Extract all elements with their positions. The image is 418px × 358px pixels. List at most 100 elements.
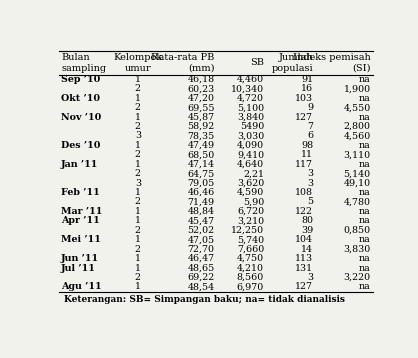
Text: 3,110: 3,110	[344, 150, 371, 159]
Text: 103: 103	[295, 94, 313, 103]
Text: 3: 3	[307, 273, 313, 282]
Text: na: na	[359, 254, 371, 263]
Text: 2: 2	[135, 122, 141, 131]
Text: Apr ’11: Apr ’11	[61, 216, 100, 225]
Text: Sep ’10: Sep ’10	[61, 75, 100, 84]
Text: 47,49: 47,49	[188, 141, 214, 150]
Text: 3: 3	[135, 131, 141, 140]
Text: 80: 80	[301, 216, 313, 225]
Text: 113: 113	[295, 254, 313, 263]
Text: 47,05: 47,05	[188, 235, 214, 244]
Text: 5490: 5490	[240, 122, 264, 131]
Text: 1: 1	[135, 94, 141, 103]
Text: 6,970: 6,970	[237, 282, 264, 291]
Text: Rata-rata PB
(mm): Rata-rata PB (mm)	[151, 53, 214, 73]
Text: 64,75: 64,75	[187, 169, 214, 178]
Text: 4,550: 4,550	[344, 103, 371, 112]
Text: 4,780: 4,780	[344, 198, 371, 207]
Text: 48,65: 48,65	[187, 263, 214, 272]
Text: Bulan
sampling: Bulan sampling	[61, 53, 106, 73]
Text: 3,830: 3,830	[344, 245, 371, 254]
Text: 127: 127	[295, 282, 313, 291]
Text: 2,800: 2,800	[344, 122, 371, 131]
Text: 4,210: 4,210	[237, 263, 264, 272]
Text: 3,620: 3,620	[237, 179, 264, 188]
Text: Feb ’11: Feb ’11	[61, 188, 100, 197]
Text: 2: 2	[135, 103, 141, 112]
Text: na: na	[359, 207, 371, 216]
Text: 8,560: 8,560	[237, 273, 264, 282]
Text: 1: 1	[135, 141, 141, 150]
Text: 4,750: 4,750	[237, 254, 264, 263]
Text: 39: 39	[301, 226, 313, 235]
Text: 2: 2	[135, 198, 141, 207]
Text: 4,560: 4,560	[344, 131, 371, 140]
Text: 45,47: 45,47	[188, 216, 214, 225]
Text: 117: 117	[295, 160, 313, 169]
Text: Nov ’10: Nov ’10	[61, 113, 101, 122]
Text: 2,21: 2,21	[243, 169, 264, 178]
Text: 5: 5	[307, 198, 313, 207]
Text: 12,250: 12,250	[231, 226, 264, 235]
Text: 60,23: 60,23	[187, 84, 214, 93]
Text: 1: 1	[135, 282, 141, 291]
Text: Mei ’11: Mei ’11	[61, 235, 101, 244]
Text: 3,030: 3,030	[237, 131, 264, 140]
Text: 1: 1	[135, 75, 141, 84]
Text: 69,55: 69,55	[187, 103, 214, 112]
Text: 9,410: 9,410	[237, 150, 264, 159]
Text: 2: 2	[135, 245, 141, 254]
Text: Jun ’11: Jun ’11	[61, 254, 99, 263]
Text: 3: 3	[135, 179, 141, 188]
Text: 1: 1	[135, 235, 141, 244]
Text: 3,210: 3,210	[237, 216, 264, 225]
Text: Jul ’11: Jul ’11	[61, 263, 96, 272]
Text: 122: 122	[295, 207, 313, 216]
Text: 1: 1	[135, 207, 141, 216]
Text: 69,22: 69,22	[187, 273, 214, 282]
Text: 5,90: 5,90	[243, 198, 264, 207]
Text: 2: 2	[135, 169, 141, 178]
Text: 78,35: 78,35	[187, 131, 214, 140]
Text: Jumlah
populasi: Jumlah populasi	[272, 53, 313, 73]
Text: 7: 7	[307, 122, 313, 131]
Text: na: na	[359, 282, 371, 291]
Text: 10,340: 10,340	[231, 84, 264, 93]
Text: 1: 1	[135, 254, 141, 263]
Text: Okt ’10: Okt ’10	[61, 94, 100, 103]
Text: 47,20: 47,20	[188, 94, 214, 103]
Text: 2: 2	[135, 273, 141, 282]
Text: 104: 104	[295, 235, 313, 244]
Text: 5,100: 5,100	[237, 103, 264, 112]
Text: 14: 14	[301, 245, 313, 254]
Text: 4,090: 4,090	[237, 141, 264, 150]
Text: na: na	[359, 141, 371, 150]
Text: 68,50: 68,50	[187, 150, 214, 159]
Text: na: na	[359, 94, 371, 103]
Text: 1: 1	[135, 263, 141, 272]
Text: 46,47: 46,47	[188, 254, 214, 263]
Text: 2: 2	[135, 150, 141, 159]
Text: 48,84: 48,84	[188, 207, 214, 216]
Text: 72,70: 72,70	[188, 245, 214, 254]
Text: 3: 3	[307, 179, 313, 188]
Text: 46,18: 46,18	[188, 75, 214, 84]
Text: na: na	[359, 263, 371, 272]
Text: na: na	[359, 160, 371, 169]
Text: SB: SB	[250, 58, 264, 67]
Text: na: na	[359, 216, 371, 225]
Text: 4,640: 4,640	[237, 160, 264, 169]
Text: 1: 1	[135, 160, 141, 169]
Text: 11: 11	[301, 150, 313, 159]
Text: 2: 2	[135, 84, 141, 93]
Text: 5,740: 5,740	[237, 235, 264, 244]
Text: 3,220: 3,220	[344, 273, 371, 282]
Text: Jan ’11: Jan ’11	[61, 160, 98, 169]
Text: Kelompok
umur: Kelompok umur	[113, 53, 163, 73]
Text: 48,54: 48,54	[188, 282, 214, 291]
Text: na: na	[359, 235, 371, 244]
Text: 4,590: 4,590	[237, 188, 264, 197]
Text: 16: 16	[301, 84, 313, 93]
Text: 79,05: 79,05	[187, 179, 214, 188]
Text: Indeks pemisah
(SI): Indeks pemisah (SI)	[293, 53, 371, 73]
